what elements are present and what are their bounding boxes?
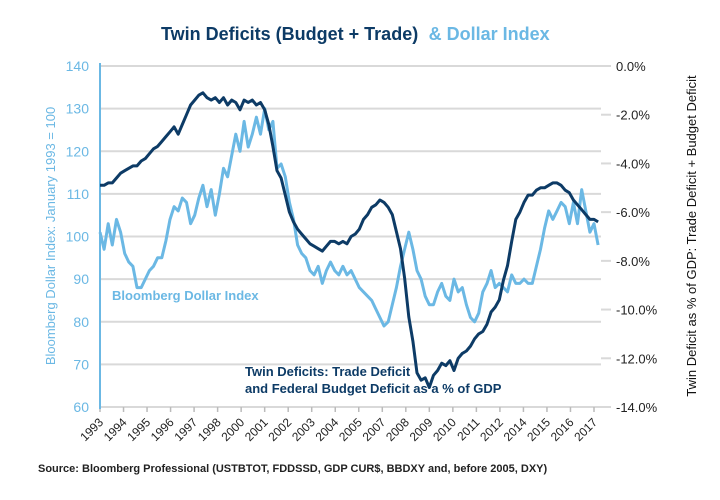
x-tick-label: 2012: [477, 415, 506, 444]
annotation-deficit-line2: and Federal Budget Deficit as a % of GDP: [245, 381, 502, 396]
x-tick-label: 2004: [313, 415, 342, 444]
chart-title-part1: Twin Deficits (Budget + Trade): [161, 24, 418, 44]
left-axis-label: Bloomberg Dollar Index: January 1993 = 1…: [43, 107, 58, 365]
right-tick-label: 0.0%: [616, 59, 646, 74]
x-tick-label: 2017: [571, 415, 600, 444]
x-tick-label: 2005: [336, 415, 365, 444]
x-tick-label: 2009: [407, 415, 436, 444]
left-tick-label: 60: [73, 399, 89, 415]
x-tick-label: 1995: [124, 415, 153, 444]
right-axis-label: Twin Deficit as % of GDP: Trade Deficit …: [684, 75, 699, 397]
x-tick-label: 2003: [289, 415, 318, 444]
right-tick-label: -10.0%: [616, 303, 658, 318]
x-tick-label: 2000: [218, 415, 247, 444]
left-tick-label: 110: [67, 186, 90, 202]
series-line-twin-deficits: [100, 91, 599, 389]
left-tick-label: 90: [73, 271, 89, 287]
chart-title-part2: & Dollar Index: [429, 24, 550, 44]
annotation-dollar-index: Bloomberg Dollar Index: [112, 288, 259, 303]
left-tick-label: 120: [66, 143, 90, 159]
left-tick-label: 130: [66, 101, 90, 117]
x-tick-label: 2011: [454, 415, 482, 443]
x-tick-label: 2016: [548, 415, 577, 444]
source-note: Source: Bloomberg Professional (USTBTOT,…: [38, 463, 547, 475]
x-tick-label: 2007: [360, 415, 389, 444]
x-tick-label: 2002: [266, 415, 295, 444]
left-tick-label: 100: [66, 229, 90, 245]
x-tick-label: 2010: [430, 415, 459, 444]
x-tick-label: 2014: [501, 415, 530, 444]
annotation-deficit-line1: Twin Deficits: Trade Deficit: [245, 364, 411, 379]
left-axis-ticks: 60 70 80 90 100 110 120 130 140: [66, 58, 90, 415]
right-tick-label: -2.0%: [616, 108, 650, 123]
series-line-dollar-index: [98, 107, 600, 328]
right-axis-ticks: -14.0% -12.0% -10.0% -8.0% -6.0% -4.0% -2.0% 0.…: [601, 59, 658, 415]
x-tick-label: 1994: [101, 415, 130, 444]
x-tick-label: 2015: [524, 415, 553, 444]
x-tick-label: 1997: [171, 415, 200, 444]
x-tick-label: 1993: [77, 415, 106, 444]
left-tick-label: 80: [73, 314, 89, 330]
right-tick-label: -8.0%: [616, 254, 650, 269]
x-tick-label: 2001: [242, 415, 271, 444]
right-tick-label: -6.0%: [616, 205, 650, 220]
left-tick-label: 70: [73, 356, 89, 372]
x-tick-label: 1996: [148, 415, 177, 444]
right-tick-label: -12.0%: [616, 351, 658, 366]
x-tick-label: 1998: [195, 415, 224, 444]
right-tick-label: -4.0%: [616, 156, 650, 171]
chart-title: Twin Deficits (Budget + Trade) & Dollar …: [161, 24, 550, 44]
x-tick-label: 2008: [383, 415, 412, 444]
x-axis-ticks: 1993199419951996199719982000200120022003…: [77, 407, 600, 444]
right-tick-label: -14.0%: [616, 400, 658, 415]
left-tick-label: 140: [66, 58, 90, 74]
